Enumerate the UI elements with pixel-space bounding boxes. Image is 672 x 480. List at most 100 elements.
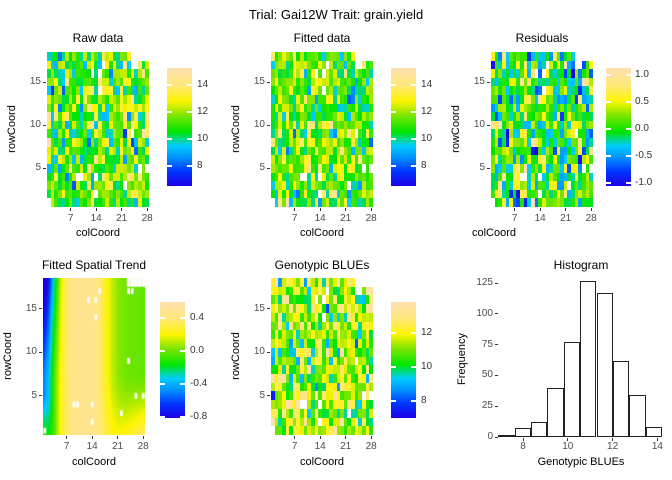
y-tick-mark [495,374,498,376]
heatmap-cell [501,77,506,87]
heatmap-cell [321,52,326,61]
heatmap-cell [123,52,128,61]
heatmap-cell [97,95,102,104]
heatmap-cell [119,112,124,121]
heatmap-cell [271,129,275,139]
heatmap-cell [552,155,557,164]
heatmap-cell [516,77,521,87]
heatmap-cell [552,189,557,199]
heatmap-cell [289,400,293,409]
heatmap-cell [347,189,352,199]
heatmap-cell [281,278,286,287]
heatmap-cell [97,103,102,113]
heatmap-cell [130,189,135,199]
heatmap-cell [538,60,542,70]
heatmap-cell [274,95,279,104]
x-tick-label: 21 [112,441,124,452]
heatmap-cell [300,138,304,147]
heatmap-cell [47,155,51,164]
heatmap-cell [527,86,532,96]
heatmap-cell [116,198,120,207]
heatmap-cell [541,112,546,121]
heatmap-cell [57,163,62,173]
heatmap-cell [520,198,524,207]
heatmap-cell [354,330,359,340]
heatmap-cell [343,365,348,374]
heatmap-cell [303,181,308,190]
heatmap-cell [314,189,319,199]
heatmap-cell [365,330,370,340]
heatmap-cell [292,356,297,366]
heatmap-cell [281,382,286,392]
heatmap-cell [65,146,69,156]
heatmap-cell [332,400,337,409]
heatmap-cell [332,382,337,392]
heatmap-cell [321,181,326,190]
heatmap-cell [278,198,282,207]
heatmap-cell [145,52,149,61]
heatmap-cell [289,286,293,296]
heatmap-cell [362,312,366,322]
heatmap-cell [303,417,308,427]
heatmap-cell [87,146,91,156]
heatmap-cell [296,382,301,392]
heatmap-cell [145,198,149,207]
heatmap-cell [516,189,521,199]
heatmap-cell [274,330,279,340]
heatmap-cell [325,189,330,199]
heatmap-cell [369,365,373,374]
heatmap-cell [527,52,532,61]
heatmap-cell [97,129,102,139]
heatmap-cell [145,146,149,156]
heatmap-cell [340,198,344,207]
y-tick-mark [267,167,270,169]
heatmap-cell [563,155,568,164]
heatmap-cell [365,417,370,427]
heatmap-cell [340,60,344,70]
heatmap-cell [311,417,315,427]
x-tick-label: 8 [520,441,526,452]
heatmap-cell [271,330,275,340]
heatmap-cell [311,138,315,147]
heatmap-cell [318,189,322,199]
heatmap-cell [300,69,304,78]
heatmap-cell [362,103,366,113]
heatmap-cell [585,181,590,190]
heatmap-cell [340,312,344,322]
heatmap-cell [351,120,355,130]
heatmap-cell [141,146,146,156]
heatmap-cell [278,426,282,435]
heatmap-cell [271,69,275,78]
heatmap-cell [303,295,308,305]
heatmap-cell [145,69,149,78]
heatmap-cell [574,52,579,61]
x-tick-mark [146,208,148,211]
heatmap-cell [351,163,355,173]
heatmap-cell [123,103,128,113]
heatmap-cell [534,112,539,121]
heatmap-cell [362,347,366,357]
heatmap-cell [105,163,109,173]
heatmap-cell [314,181,319,190]
heatmap-cell [336,155,341,164]
heatmap-cell [556,69,561,78]
panel-title: Histogram [553,258,609,272]
heatmap-cell [574,60,579,70]
heatmap-cell [347,120,352,130]
heatmap-cell [68,52,73,61]
heatmap-cell [314,373,319,383]
heatmap-cell [329,52,333,61]
heatmap-cell [567,181,572,190]
heatmap-cell [278,181,282,190]
heatmap-cell [582,146,586,156]
heatmap-cell [365,52,370,61]
heatmap-cell [571,69,575,78]
heatmap-cell [498,146,502,156]
heatmap-cell [321,163,326,173]
heatmap-cell [534,77,539,87]
heatmap-cell [271,304,275,313]
heatmap-cell [571,52,575,61]
x-tick-mark [656,438,658,441]
heatmap-cell [369,339,373,348]
heatmap-cell [589,120,593,130]
